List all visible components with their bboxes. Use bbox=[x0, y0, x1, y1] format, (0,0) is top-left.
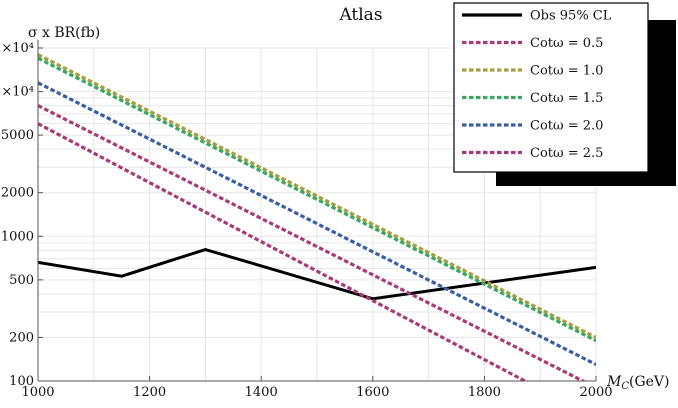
x-tick-label: 1000 bbox=[21, 385, 54, 400]
x-axis-label-main: M bbox=[606, 374, 622, 390]
legend-label-3: Cotω = 1.5 bbox=[530, 91, 603, 106]
y-tick-label: 5000 bbox=[1, 128, 34, 143]
legend-label-2: Cotω = 1.0 bbox=[530, 64, 603, 79]
legend-label-1: Cotω = 0.5 bbox=[530, 36, 603, 51]
series-line-5 bbox=[38, 104, 587, 381]
legend-items: Obs 95% CL Cotω = 0.5 Cotω = 1.0 Cotω = 1.5… bbox=[462, 9, 612, 161]
x-tick-label: 1800 bbox=[468, 385, 501, 400]
series-line-4 bbox=[38, 81, 596, 366]
x-axis-label-unit: (GeV) bbox=[629, 374, 670, 390]
legend-box bbox=[453, 2, 649, 173]
y-tick-label: 2000 bbox=[1, 186, 34, 201]
y-tick-label: 200 bbox=[9, 330, 34, 345]
x-axis-label-sub: C bbox=[621, 381, 629, 392]
series-line-2 bbox=[38, 53, 596, 339]
y-tick-label: 1000 bbox=[1, 229, 34, 244]
y-tick-label: 2×10⁴ bbox=[0, 41, 34, 56]
x-axis-label: MC(GeV) bbox=[606, 374, 670, 392]
chart-title: Atlas bbox=[338, 5, 382, 25]
y-tick-label: 1×10⁴ bbox=[0, 85, 34, 100]
legend-label-5: Cotω = 2.5 bbox=[530, 146, 603, 161]
x-tick-label: 1400 bbox=[245, 385, 278, 400]
x-tick-label: 2000 bbox=[579, 385, 612, 400]
legend-label-0: Obs 95% CL bbox=[530, 9, 612, 24]
series-group bbox=[38, 53, 596, 381]
x-tick-label: 1200 bbox=[133, 385, 166, 400]
series-line-3 bbox=[38, 56, 596, 343]
ticks: 1000 1200 1400 1600 1800 2000 100 200 500 1000 200… bbox=[0, 41, 613, 400]
axes bbox=[37, 40, 596, 382]
y-tick-label: 500 bbox=[9, 273, 34, 288]
y-axis-label: σ x BR(fb) bbox=[28, 25, 100, 41]
x-tick-label: 1600 bbox=[356, 385, 389, 400]
y-tick-label: 100 bbox=[9, 374, 34, 389]
legend-label-4: Cotω = 2.0 bbox=[530, 119, 603, 134]
series-line-1 bbox=[38, 122, 529, 381]
legend: Obs 95% CL Cotω = 0.5 Cotω = 1.0 Cotω = 1.5… bbox=[453, 2, 676, 186]
